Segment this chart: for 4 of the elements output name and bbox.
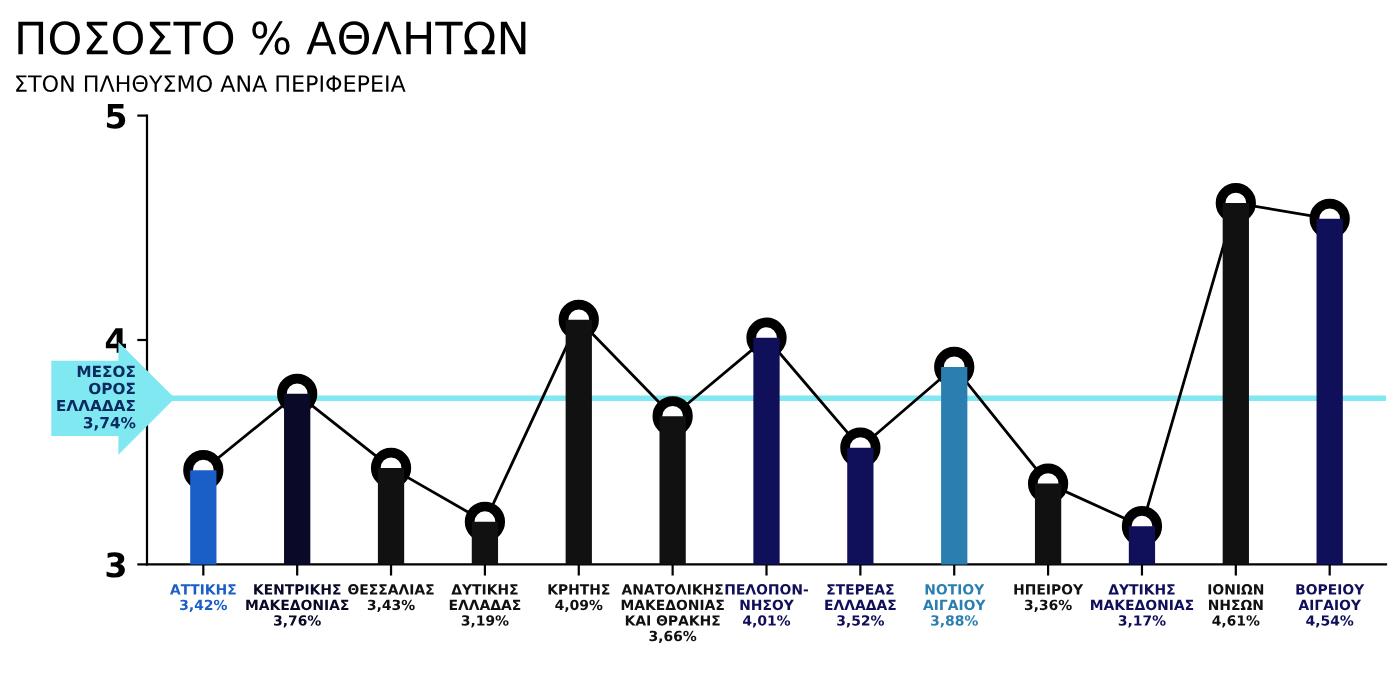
y-tick-label: 3 [106,552,125,578]
y-tick-label: 5 [106,103,126,129]
chart-title: ΠΟΣΟΣΤΟ % ΑΘΛΗΤΩΝ [18,21,526,55]
chart-subtitle: ΣΤΟΝ ΠΛΗΘΥΣΜΟ ΑΝΑ ΠΕΡΙΦΕΡΕΙΑ [16,75,406,92]
